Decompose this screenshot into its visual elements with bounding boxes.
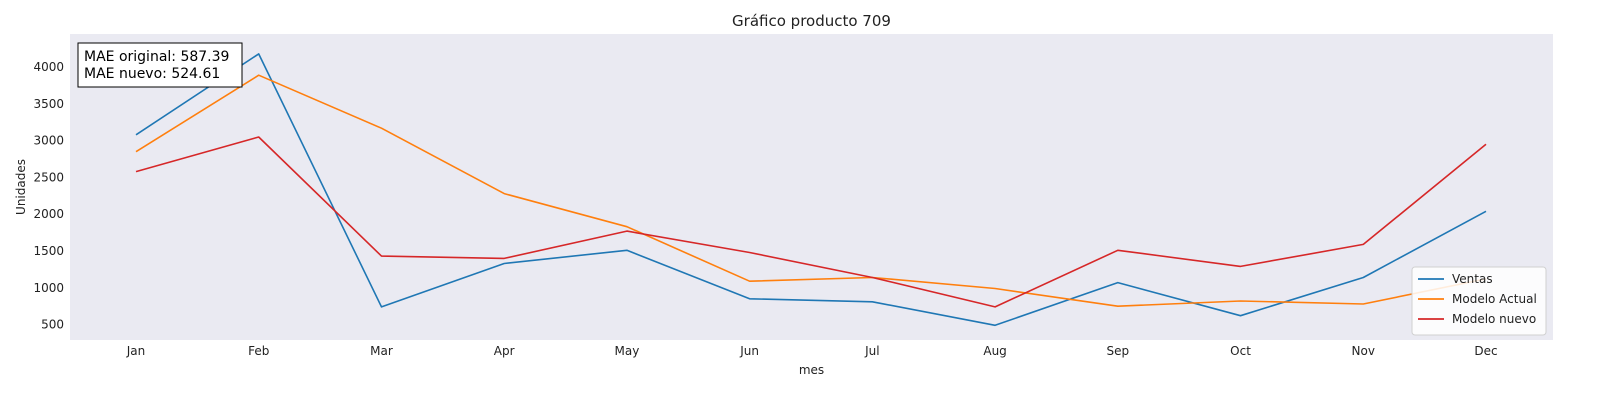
legend: Ventas Modelo Actual Modelo nuevo xyxy=(1411,266,1547,336)
series-line-ventas xyxy=(135,53,1487,327)
legend-label: Ventas xyxy=(1452,272,1493,286)
plot-area xyxy=(70,34,1553,340)
y-tick-label: 4000 xyxy=(33,60,64,74)
y-tick-label: 1000 xyxy=(33,281,64,295)
x-tick-label: Jul xyxy=(864,344,879,358)
chart-title: Gráfico producto 709 xyxy=(732,12,891,30)
y-tick-label: 3500 xyxy=(33,97,64,111)
x-tick-label: Mar xyxy=(370,344,393,358)
x-tick-label: Nov xyxy=(1352,344,1375,358)
x-axis-ticks: Jan Feb Mar Apr May Jun Jul Aug Sep Oct Nov Dec xyxy=(126,344,1498,358)
x-tick-label: Sep xyxy=(1107,344,1130,358)
series-line-modelo-nuevo xyxy=(135,136,1487,308)
x-tick-label: Jan xyxy=(126,344,146,358)
y-tick-label: 2000 xyxy=(33,207,64,221)
series-lines xyxy=(135,53,1487,327)
y-tick-label: 1500 xyxy=(33,244,64,258)
y-tick-label: 3000 xyxy=(33,134,64,148)
y-tick-label: 2500 xyxy=(33,170,64,184)
mae-nuevo-text: MAE nuevo: 524.61 xyxy=(84,66,220,82)
x-axis-label: mes xyxy=(799,363,824,377)
x-tick-label: Jun xyxy=(739,344,759,358)
legend-frame xyxy=(1411,266,1547,336)
x-tick-label: Apr xyxy=(494,344,515,358)
x-tick-label: Oct xyxy=(1230,344,1251,358)
annotation-frame xyxy=(77,42,243,88)
mae-original-text: MAE original: 587.39 xyxy=(84,49,229,65)
x-tick-label: Feb xyxy=(248,344,269,358)
series-line-modelo-actual xyxy=(135,74,1487,308)
mae-annotation: MAE original: 587.39 MAE nuevo: 524.61 xyxy=(77,42,243,88)
x-tick-label: Dec xyxy=(1474,344,1497,358)
legend-label: Modelo nuevo xyxy=(1452,312,1536,326)
x-tick-label: Aug xyxy=(983,344,1006,358)
legend-label: Modelo Actual xyxy=(1452,292,1537,306)
x-tick-label: May xyxy=(615,344,640,358)
y-axis-ticks: 500 1000 1500 2000 2500 3000 3500 4000 xyxy=(33,60,64,331)
y-axis-label: Unidades xyxy=(14,159,28,215)
y-tick-label: 500 xyxy=(41,318,64,332)
